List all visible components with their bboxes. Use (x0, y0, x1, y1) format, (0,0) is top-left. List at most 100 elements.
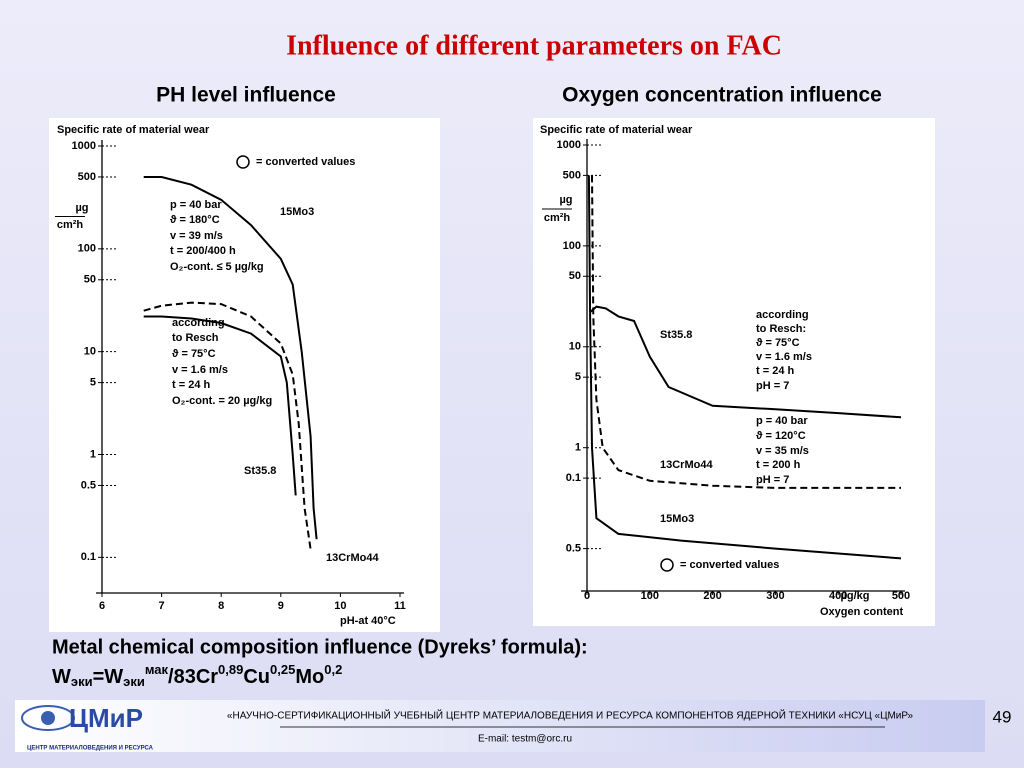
logo: ЦМиР (69, 703, 143, 733)
footer-email: E-mail: testm@orc.ru (478, 734, 572, 745)
annotation: O₂-cont. = 20 µg/kg (172, 395, 272, 407)
formula-part: Mo (295, 666, 324, 688)
y-tick-label: 0.5 (566, 543, 581, 555)
annotation: v = 39 m/s (170, 230, 223, 242)
logo-orbit (21, 705, 75, 731)
annotation: v = 1.6 m/s (756, 351, 812, 363)
annotation: according (172, 317, 225, 329)
formula-caption: Metal chemical composition influence (Dy… (52, 636, 588, 658)
x-tick-label: 7 (159, 600, 165, 612)
y-unit: cm²h (544, 212, 571, 224)
x-tick-label: 9 (278, 600, 284, 612)
x-tick-label: 0 (584, 590, 590, 602)
y-unit: µg (75, 202, 88, 214)
y-tick-label: 1 (575, 442, 581, 454)
y-tick-label: 5 (90, 377, 96, 389)
annotation: to Resch: (756, 323, 806, 335)
annotation: ϑ = 120°C (756, 430, 806, 442)
x-tick-label: 10 (334, 600, 346, 612)
x-tick-label: 6 (99, 600, 105, 612)
formula-part: 0,2 (324, 662, 342, 677)
formula-part: эки (71, 674, 93, 689)
y-unit: cm²h (57, 219, 84, 231)
formula-part: =W (93, 666, 124, 688)
x-tick-label: 500 (892, 590, 910, 602)
y-tick-label: 0.5 (81, 479, 96, 491)
annotation: to Resch (172, 332, 219, 344)
annotation: t = 24 h (756, 365, 794, 377)
y-tick-label: 100 (563, 240, 581, 252)
y-axis-label: Specific rate of material wear (57, 124, 210, 136)
annotation: ϑ = 75°C (756, 337, 800, 349)
formula-part: W (52, 666, 71, 688)
y-tick-label: 5 (575, 371, 581, 383)
logo-caption: ЦЕНТР МАТЕРИАЛОВЕДЕНИЯ И РЕСУРСА (27, 746, 154, 752)
formula: Wэки=Wэкимак/83Cr0,89Cu0,25Mo0,2 (52, 662, 342, 689)
series-label: St35.8 (244, 465, 276, 477)
annotation: v = 1.6 m/s (172, 364, 228, 376)
x-unit: µg/kg (841, 590, 870, 602)
annotation: ϑ = 75°C (172, 348, 216, 360)
series-line (591, 175, 901, 489)
y-tick-label: 500 (78, 171, 96, 183)
series-label: St35.8 (660, 329, 692, 341)
y-unit: µg (559, 194, 572, 206)
formula-part: /83Cr (168, 666, 218, 688)
series-label: 15Mo3 (280, 206, 314, 218)
y-tick-label: 1000 (72, 140, 96, 152)
y-tick-label: 1 (90, 448, 96, 460)
logo-core (41, 711, 55, 725)
series-line (587, 175, 902, 560)
y-tick-label: 1000 (557, 139, 581, 151)
y-axis-label: Specific rate of material wear (540, 124, 693, 136)
formula-part: эки (123, 674, 145, 689)
x-axis-label: pH-at 40°C (340, 615, 396, 627)
y-tick-label: 10 (84, 346, 96, 358)
x-tick-label: 400 (829, 590, 847, 602)
legend-text: = converted values (256, 156, 355, 168)
y-tick-label: 10 (569, 341, 581, 353)
formula-part: Cu (243, 666, 270, 688)
subtitle: PH level influence (156, 84, 336, 107)
series-label: 13CrMo44 (326, 552, 379, 564)
footer-org: «НАУЧНО-СЕРТИФИКАЦИОННЫЙ УЧЕБНЫЙ ЦЕНТР М… (227, 709, 914, 722)
series-line (589, 305, 902, 419)
annotation: p = 40 bar (756, 415, 808, 427)
legend-marker (236, 155, 250, 169)
y-tick-label: 0.1 (566, 472, 581, 484)
legend-text: = converted values (680, 559, 779, 571)
annotation: O₂-cont. ≤ 5 µg/kg (170, 261, 264, 273)
y-tick-label: 50 (84, 274, 96, 286)
annotation: v = 35 m/s (756, 445, 809, 457)
y-tick-label: 500 (563, 169, 581, 181)
annotation: t = 200 h (756, 459, 801, 471)
title: Influence of different parameters on FAC (286, 30, 782, 61)
annotation: pH = 7 (756, 474, 789, 486)
chart-panel (49, 118, 440, 632)
y-tick-label: 50 (569, 270, 581, 282)
x-tick-label: 200 (703, 590, 721, 602)
chart-panel (533, 118, 935, 626)
series-line (143, 301, 312, 550)
y-tick-label: 0.1 (81, 551, 96, 563)
formula-part: 0,89 (218, 662, 243, 677)
annotation: t = 24 h (172, 379, 210, 391)
annotation: p = 40 bar (170, 199, 222, 211)
page-number: 49 (993, 707, 1012, 726)
footer-bar (15, 700, 985, 752)
annotation: t = 200/400 h (170, 245, 236, 257)
annotation: pH = 7 (756, 380, 789, 392)
series-label: 15Mo3 (660, 513, 694, 525)
series-line (143, 315, 297, 496)
x-tick-label: 100 (641, 590, 659, 602)
x-axis-label: Oxygen content (820, 606, 903, 618)
x-tick-label: 8 (218, 600, 224, 612)
legend-marker (660, 558, 674, 572)
series-label: 13CrMo44 (660, 459, 713, 471)
x-tick-label: 11 (394, 600, 406, 612)
formula-part: мак (145, 662, 169, 677)
y-tick-label: 100 (78, 243, 96, 255)
series-line (143, 176, 318, 540)
x-tick-label: 300 (766, 590, 784, 602)
